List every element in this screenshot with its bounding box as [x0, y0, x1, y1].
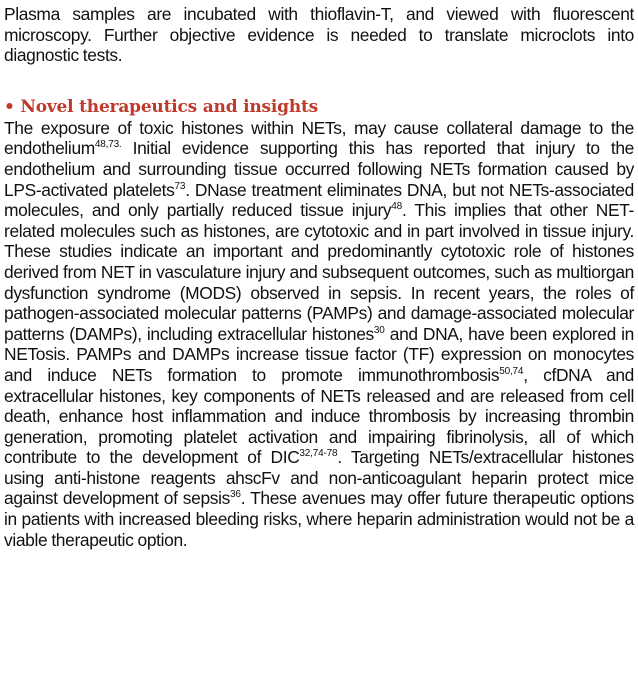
citation: 73 [174, 180, 186, 192]
citation: 48,73. [94, 139, 122, 151]
citation: 30 [373, 324, 385, 336]
document-page: Plasma samples are incubated with thiofl… [4, 4, 634, 550]
body-text: . This implies that other NET-related mo… [4, 200, 634, 344]
citation: 32,74-78 [299, 448, 338, 460]
intro-paragraph: Plasma samples are incubated with thiofl… [4, 4, 634, 66]
citation: 36 [230, 489, 241, 501]
body-text: . These avenues may offer future therape… [4, 488, 634, 550]
body-text: Initial evidence supporting this has rep… [4, 138, 634, 200]
body-text: The exposure of toxic histones within NE… [4, 117, 634, 159]
citation: 48 [391, 201, 402, 213]
body-text: . Targeting NETs/extracellular histones … [4, 447, 634, 509]
section-heading: • Novel therapeutics and insights [4, 96, 319, 117]
section-body: The exposure of toxic histones within NE… [4, 118, 634, 550]
body-text: . DNase treatment eliminates DNA, but no… [4, 179, 635, 221]
body-text: and DNA, have been explored in NETosis. … [4, 323, 634, 385]
body-text: , cfDNA and extracellular histones, key … [4, 364, 634, 468]
citation: 50,74 [499, 366, 524, 378]
